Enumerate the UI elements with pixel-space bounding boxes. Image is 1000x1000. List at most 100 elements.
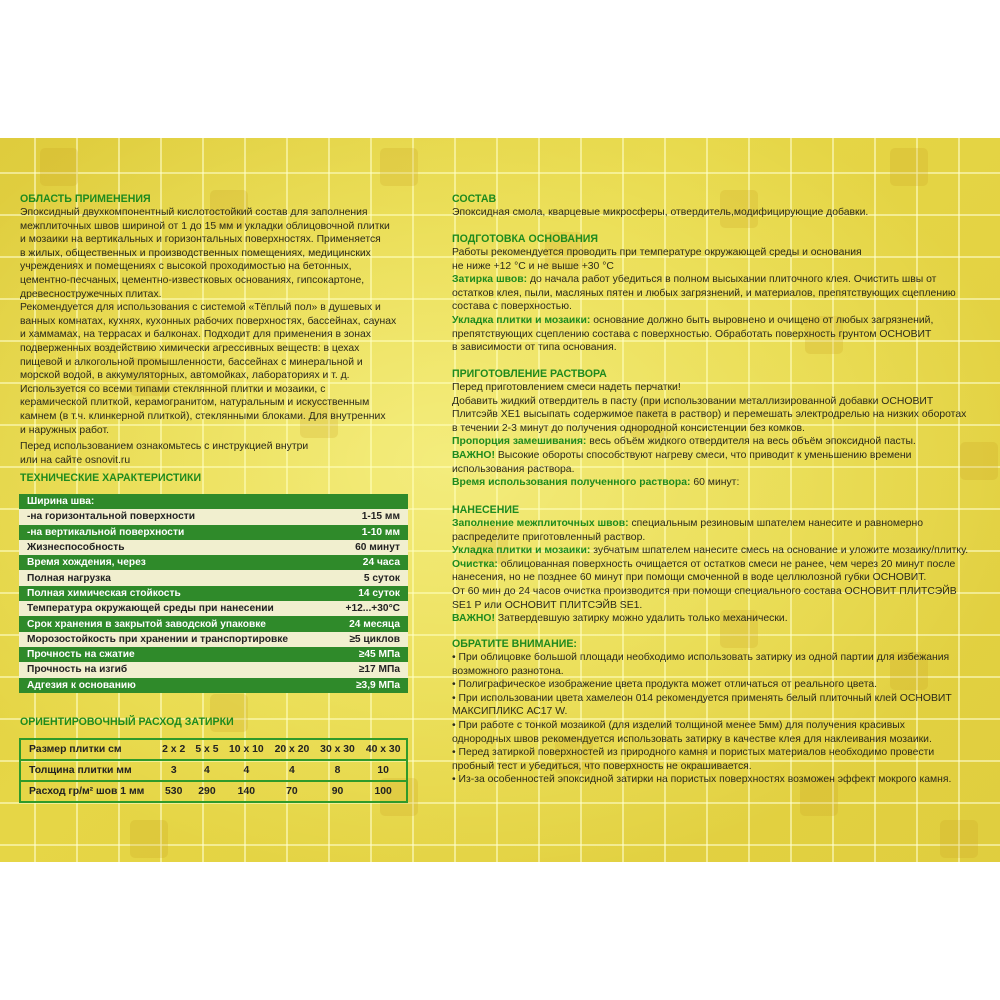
line-text: пробный тест и убедиться, что поверхност… [452, 760, 752, 772]
mosaic-tile [805, 316, 843, 354]
product-leaflet: ОБЛАСТЬ ПРИМЕНЕНИЯ Эпоксидный двухкомпоне… [0, 138, 1000, 862]
cell: 140 [237, 786, 256, 797]
line-text: и наружных работ. [20, 424, 109, 436]
line-text: Высокие обороты способствуют нагреву сме… [494, 449, 912, 461]
paragraph: • При облицовке большой площади необходи… [452, 651, 952, 678]
inline-label: Заполнение межплиточных швов: [452, 518, 629, 529]
paragraph: ВАЖНО! Высокие обороты способствуют нагр… [452, 449, 966, 476]
text-line: Рекомендуется для использования с систем… [20, 301, 396, 315]
line-text: специальным резиновым шпателем нанесите … [628, 518, 924, 529]
line-text: древесностружечных плитах. [20, 288, 162, 300]
line-text: Работы рекомендуется проводить при темпе… [452, 247, 862, 258]
text-line: Перед приготовлением смеси надеть перчат… [452, 381, 966, 395]
tech-row: -на горизонтальной поверхности 1-15 мм [19, 509, 408, 525]
line-text: подверженных воздействию химически агрес… [20, 342, 360, 354]
line-text: остатков клея, пыли, масляных пятен и лю… [452, 287, 956, 299]
inline-label: ВАЖНО! [452, 449, 495, 461]
text-line: древесностружечных плитах. [20, 288, 396, 302]
text-line: цементно-песчаных, цементно-известковых … [20, 274, 396, 288]
text-line: Используется со всеми типами стеклянной … [20, 383, 396, 397]
text-line: Работы рекомендуется проводить при темпе… [452, 246, 956, 260]
row-header: Расход гр/м² шов 1 мм [29, 786, 145, 797]
line-text: до начала работ убедиться в полном высых… [527, 274, 937, 286]
line-text: межплиточных швов шириной от 1 до 15 мм … [20, 220, 390, 232]
paragraph: Пропорция замешивания: весь объём жидког… [452, 435, 966, 449]
line-text: • При использовании цвета хамелеон 014 р… [452, 692, 952, 704]
line-text: нанесения, но не позднее 60 минут при по… [452, 572, 927, 584]
text-line: пробный тест и убедиться, что поверхност… [452, 760, 952, 774]
line-text: препятствующих сцеплению состава с повер… [452, 328, 932, 340]
paragraph: • Полиграфическое изображение цвета прод… [452, 678, 952, 692]
inline-label: Укладка плитки и мозаики: [452, 314, 591, 326]
line-text: • Перед затиркой поверхностей из природн… [452, 747, 935, 759]
tech-row: Жизнеспособность 60 минут [19, 539, 408, 556]
spec-label: -на горизонтальной поверхности [19, 509, 330, 525]
cell: 530 [165, 786, 183, 797]
spec-value: 24 часа [329, 555, 408, 571]
line-text: возможного разнотона. [452, 665, 564, 677]
mosaic-tile [720, 610, 758, 648]
paragraph: Укладка плитки и мозаики: зубчатым шпате… [452, 544, 968, 558]
inline-label: ВАЖНО! [452, 613, 495, 625]
text-line: ВАЖНО! Высокие обороты способствуют нагр… [452, 449, 966, 463]
text-line: состава с поверхностью. [452, 300, 956, 314]
cell: 3 [157, 760, 191, 782]
text-line: • Из-за особенностей эпоксидной затирки … [452, 773, 952, 787]
text-line: Укладка плитки и мозаики: основание долж… [452, 314, 956, 328]
consumption-title: ОРИЕНТИРОВОЧНЫЙ РАСХОД ЗАТИРКИ [20, 716, 234, 728]
tech-row: Полная химическая стойкость 14 суток [19, 585, 408, 602]
line-text: ванных комнатах, кухнях, кухонных рабочи… [20, 315, 397, 327]
text-line: ванных комнатах, кухнях, кухонных рабочи… [20, 315, 396, 329]
line-text: • Из-за особенностей эпоксидной затирки … [452, 774, 952, 786]
tech-row: -на вертикальной поверхности 1-10 мм [19, 524, 408, 540]
line-text: Плитсэйв XE1 высыпать содержимое пакета … [452, 409, 967, 421]
line-text: SE1 P или ОСНОВИТ ПЛИТСЭЙВ SE1. [452, 599, 643, 611]
line-text: однородных швов рекомендуется использова… [452, 733, 932, 745]
tech-row: Прочность на сжатие ≥45 МПа [19, 646, 408, 663]
consumption-row: Расход гр/м² шов 1 мм 530 290 140 70 90 100 [20, 781, 407, 802]
row-header: Толщина плитки мм [20, 760, 158, 782]
cell: 40 x 30 [360, 739, 407, 761]
spec-value: 24 месяца [329, 616, 408, 632]
tech-row: Срок хранения в закрытой заводской упако… [19, 616, 408, 632]
text-line: однородных швов рекомендуется использова… [452, 733, 952, 747]
text-line: Эпоксидный двухкомпонентный кислотостойк… [20, 206, 396, 220]
spec-value: +12...+30°C [329, 601, 408, 617]
line-text: Перед использованием ознакомьтесь с инст… [20, 441, 309, 453]
line-text: или на сайте osnovit.ru [20, 454, 131, 466]
paragraph: Работы рекомендуется проводить при темпе… [452, 246, 956, 273]
text-line: SE1 P или ОСНОВИТ ПЛИТСЭЙВ SE1. [452, 599, 968, 613]
line-text: • Полиграфическое изображение цвета прод… [452, 679, 878, 691]
line-text: весь объём жидкого отвердителя на весь о… [586, 436, 916, 448]
text-line: Укладка плитки и мозаики: зубчатым шпате… [452, 544, 968, 558]
cell: 10 x 10 [223, 739, 270, 761]
text-line: • При использовании цвета хамелеон 014 р… [452, 692, 952, 706]
inline-label: Пропорция замешивания: [452, 436, 587, 448]
line-text: зубчатым шпателем нанесите смесь на осно… [590, 545, 969, 557]
mosaic-tile [890, 148, 928, 186]
mosaic-tile [40, 148, 78, 186]
cell: 4 [269, 760, 315, 782]
spec-value: ≥5 циклов [329, 631, 408, 647]
tech-row: Время хождения, через 24 часа [19, 555, 408, 571]
text-line: или на сайте osnovit.ru [20, 454, 396, 468]
text-line: и мозаики на вертикальных и горизонтальн… [20, 233, 396, 247]
text-line: в жилых, общественных и производственных… [20, 247, 396, 261]
cell: 90 [331, 786, 344, 797]
inline-label: Очистка: [452, 558, 498, 570]
line-text: распределите приготовленный раствор. [452, 531, 646, 543]
spec-label: Ширина шва: [19, 494, 330, 510]
section-title: ОБРАТИТЕ ВНИМАНИЕ: [452, 638, 577, 650]
mosaic-tile [380, 148, 418, 186]
line-text: в жилых, общественных и производственных… [20, 247, 371, 259]
section-application: ОБЛАСТЬ ПРИМЕНЕНИЯ Эпоксидный двухкомпоне… [20, 192, 396, 467]
line-text: • При облицовке большой площади необходи… [452, 652, 950, 663]
spec-value: 14 суток [329, 585, 408, 602]
text-line: и наружных работ. [20, 424, 396, 438]
text-line: ВАЖНО! Затвердевшую затирку можно удалит… [452, 612, 968, 626]
mosaic-tile [940, 820, 978, 858]
line-text: МАКСИПЛИКС АС17 W. [452, 706, 568, 718]
mosaic-tile [210, 190, 248, 228]
